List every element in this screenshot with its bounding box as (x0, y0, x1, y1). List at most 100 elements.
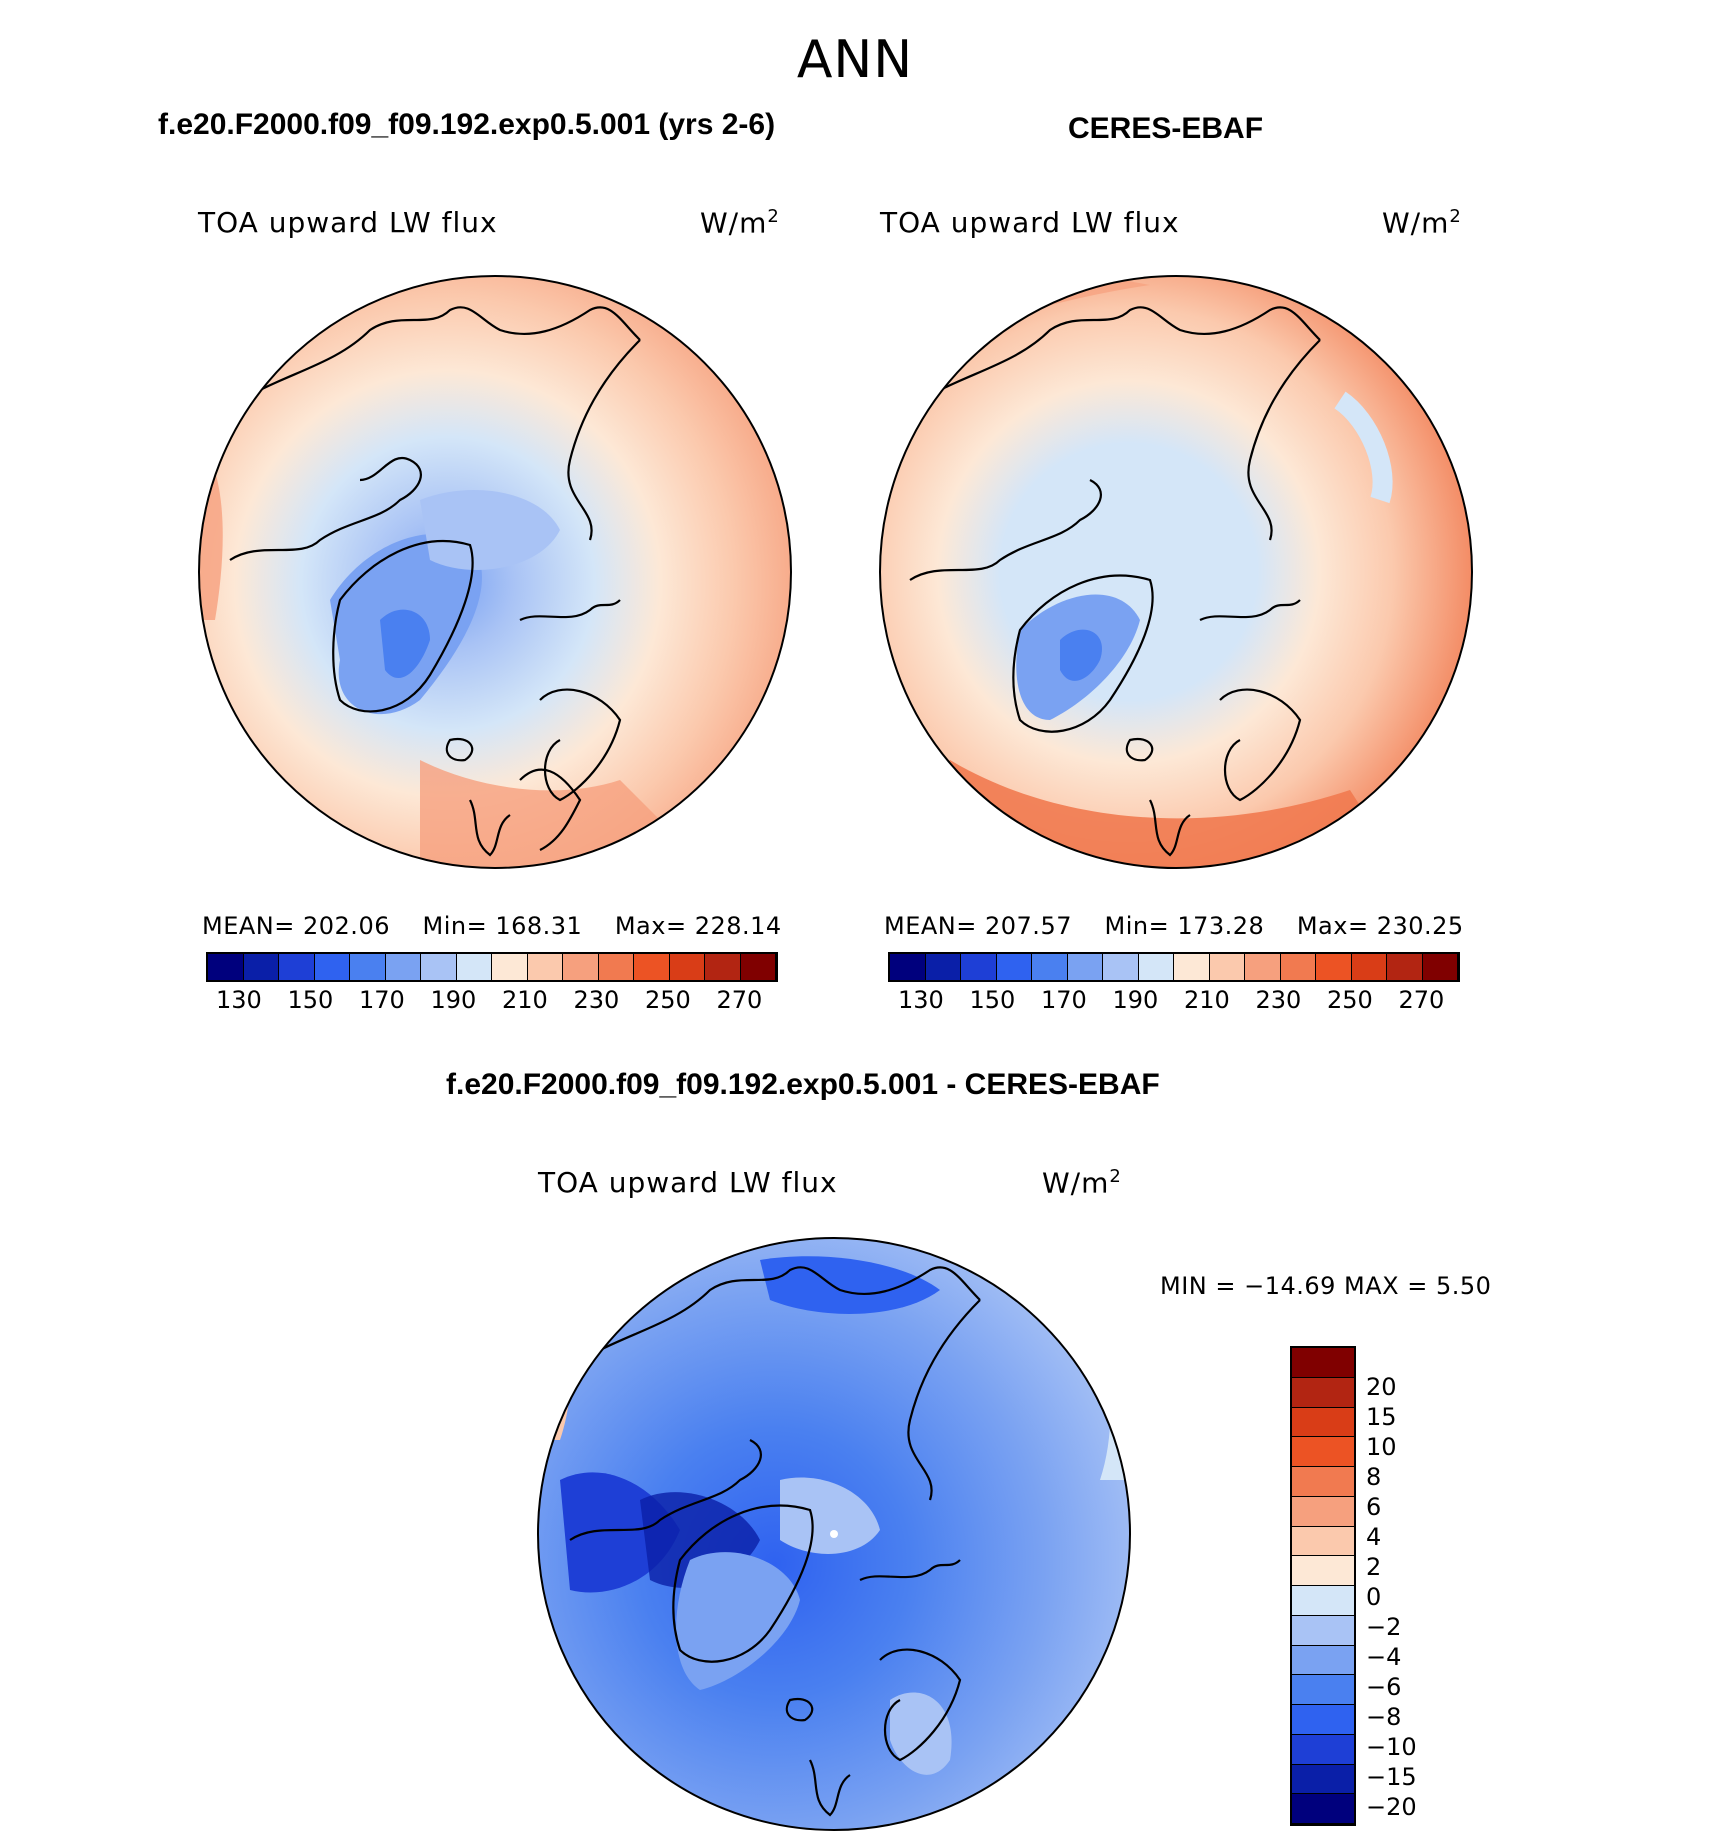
colorbar-swatch (1245, 954, 1281, 980)
panel1-units: W/m2 (700, 206, 780, 240)
colorbar-tick-label: 230 (1255, 986, 1302, 1014)
colorbar-tick-label: 150 (287, 986, 334, 1014)
colorbar-tick-label: 20 (1366, 1373, 1397, 1401)
colorbar-tick-label: 15 (1366, 1403, 1397, 1431)
colorbar-tick-label: −4 (1366, 1643, 1402, 1671)
colorbar-swatch (1316, 954, 1352, 980)
colorbar-swatch (456, 954, 492, 980)
colorbar-swatch (1292, 1407, 1354, 1438)
colorbar-tick-label: 190 (1112, 986, 1159, 1014)
colorbar-swatch (243, 954, 279, 980)
colorbar-swatch (563, 954, 599, 980)
colorbar-swatch (669, 954, 705, 980)
colorbar-tick-label: 170 (359, 986, 405, 1014)
colorbar-tick-label: 170 (1041, 986, 1087, 1014)
panel1-stats: MEAN= 202.06 Min= 168.31 Max= 228.14 (202, 912, 782, 940)
colorbar-swatch (1292, 1377, 1354, 1408)
colorbar-swatch (634, 954, 670, 980)
panel1-colorbar (206, 952, 778, 982)
panel2-units: W/m2 (1382, 206, 1462, 240)
colorbar-tick-label: 2 (1366, 1553, 1382, 1581)
colorbar-swatch (1292, 1556, 1354, 1586)
colorbar-swatch (1292, 1615, 1354, 1646)
panel1-variable-label: TOA upward LW flux (198, 206, 498, 239)
colorbar-swatch (1292, 1675, 1354, 1705)
colorbar-swatch (996, 954, 1032, 980)
colorbar-swatch (279, 954, 315, 980)
panel3-colorbar (1290, 1346, 1356, 1826)
colorbar-swatch (1280, 954, 1316, 980)
colorbar-swatch (1292, 1734, 1354, 1765)
colorbar-tick-label: 10 (1366, 1433, 1397, 1461)
panel2-stats: MEAN= 207.57 Min= 173.28 Max= 230.25 (884, 912, 1464, 940)
colorbar-tick-label: 270 (1398, 986, 1445, 1014)
colorbar-swatch (1351, 954, 1387, 980)
colorbar-tick-label: −20 (1366, 1793, 1417, 1821)
colorbar-tick-label: 0 (1366, 1583, 1382, 1611)
colorbar-swatch (527, 954, 563, 980)
panel2-variable-label: TOA upward LW flux (880, 206, 1180, 239)
colorbar-swatch (1032, 954, 1068, 980)
colorbar-swatch (598, 954, 634, 980)
colorbar-tick-label: −10 (1366, 1733, 1417, 1761)
colorbar-tick-label: 8 (1366, 1463, 1382, 1491)
colorbar-swatch (1209, 954, 1245, 980)
colorbar-swatch (925, 954, 961, 980)
colorbar-swatch (492, 954, 528, 980)
colorbar-tick-label: 250 (1327, 986, 1373, 1014)
colorbar-swatch (1387, 954, 1423, 980)
colorbar-swatch (421, 954, 457, 980)
colorbar-swatch (961, 954, 997, 980)
panel2-map (879, 275, 1473, 869)
panel1-colorbar-ticks: 130 150 170 190 210 230 250 270 (216, 986, 798, 1016)
colorbar-swatch (1292, 1437, 1354, 1467)
test-case-title: f.e20.F2000.f09_f09.192.exp0.5.001 (yrs … (158, 108, 776, 141)
colorbar-swatch (705, 954, 741, 980)
obs-title: CERES-EBAF (1068, 112, 1264, 145)
colorbar-tick-label: −15 (1366, 1763, 1417, 1791)
colorbar-swatch (1292, 1764, 1354, 1795)
colorbar-tick-label: 6 (1366, 1493, 1382, 1521)
colorbar-tick-label: 150 (969, 986, 1016, 1014)
colorbar-swatch (1103, 954, 1139, 980)
colorbar-tick-label: 190 (430, 986, 477, 1014)
panel3-units: W/m2 (1042, 1166, 1122, 1200)
panel3-stats: MIN = −14.69 MAX = 5.50 (1160, 1272, 1492, 1300)
colorbar-swatch (1138, 954, 1174, 980)
colorbar-swatch (1422, 954, 1458, 980)
colorbar-swatch (350, 954, 386, 980)
colorbar-tick-label: 210 (1184, 986, 1230, 1014)
colorbar-swatch (1292, 1794, 1354, 1824)
colorbar-tick-label: 250 (645, 986, 691, 1014)
colorbar-tick-label: −2 (1366, 1613, 1402, 1641)
colorbar-swatch (1292, 1705, 1354, 1735)
colorbar-swatch (385, 954, 421, 980)
colorbar-swatch (890, 954, 926, 980)
colorbar-swatch (1292, 1467, 1354, 1497)
colorbar-swatch (1292, 1526, 1354, 1557)
colorbar-swatch (1292, 1348, 1354, 1378)
diff-title: f.e20.F2000.f09_f09.192.exp0.5.001 - CER… (446, 1068, 1160, 1101)
panel2-colorbar-ticks: 130 150 170 190 210 230 250 270 (898, 986, 1480, 1016)
colorbar-tick-label: −8 (1366, 1703, 1402, 1731)
panel3-variable-label: TOA upward LW flux (538, 1166, 838, 1199)
colorbar-tick-label: 130 (898, 986, 944, 1014)
panel1-map (198, 275, 792, 869)
colorbar-swatch (740, 954, 776, 980)
colorbar-swatch (1174, 954, 1210, 980)
colorbar-swatch (1292, 1645, 1354, 1676)
colorbar-swatch (208, 954, 244, 980)
colorbar-swatch (1067, 954, 1103, 980)
colorbar-tick-label: −6 (1366, 1673, 1402, 1701)
colorbar-swatch (1292, 1496, 1354, 1527)
panel3-colorbar-ticks: 20 15 10 8 6 4 2 0 −2 −4 −6 −8 −10 −15 −20 (1362, 1358, 1442, 1838)
season-title: ANN (796, 30, 914, 90)
colorbar-tick-label: 4 (1366, 1523, 1382, 1551)
colorbar-tick-label: 230 (573, 986, 620, 1014)
colorbar-tick-label: 130 (216, 986, 262, 1014)
colorbar-swatch (1292, 1586, 1354, 1616)
panel3-map (537, 1237, 1131, 1831)
colorbar-tick-label: 210 (502, 986, 548, 1014)
colorbar-tick-label: 270 (716, 986, 763, 1014)
